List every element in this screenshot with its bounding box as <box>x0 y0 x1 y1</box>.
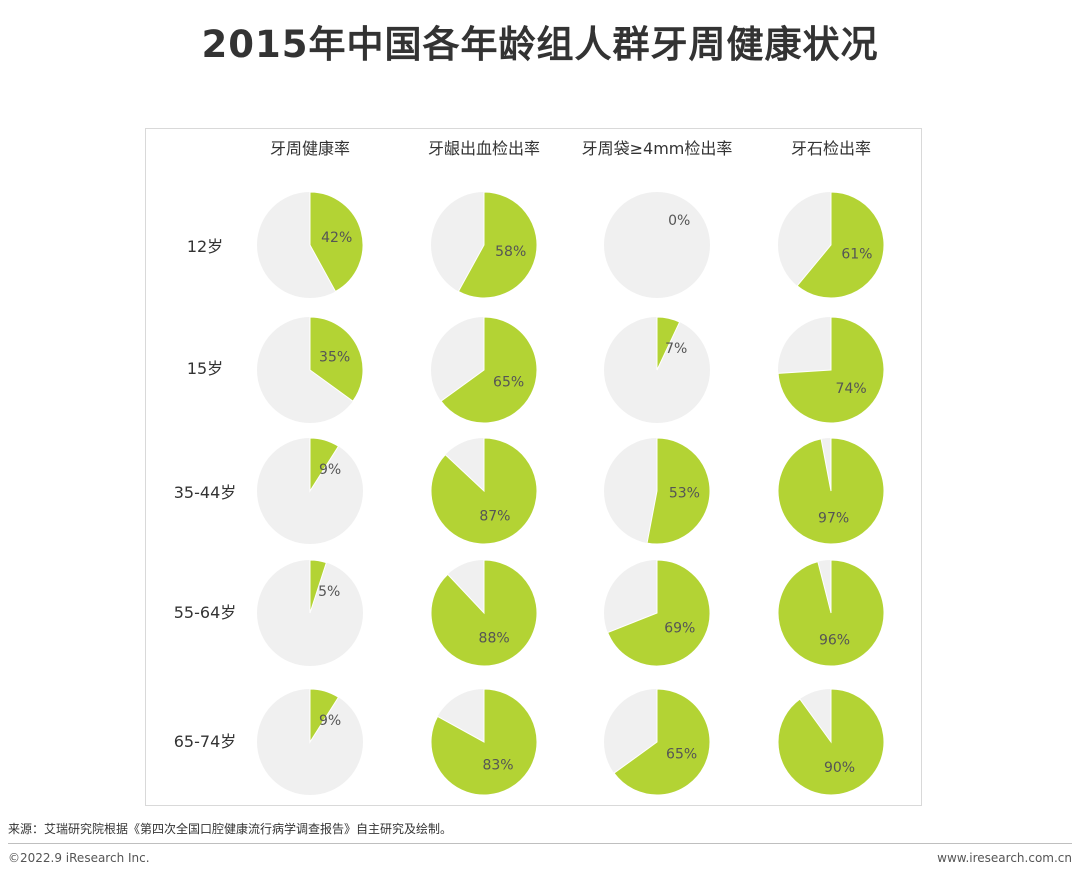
pie-15-pocket-depth-value-label: 7% <box>665 341 687 357</box>
pie-35-44-calculus-value-label: 97% <box>818 510 849 526</box>
pie-65-74-calculus-value-label: 90% <box>824 760 855 776</box>
pie-12-periodontal-health-value-label: 42% <box>321 230 352 246</box>
pie-35-44-periodontal-health-value-slice <box>309 437 340 493</box>
pie-15-gum-bleeding-value-slice <box>440 316 538 424</box>
pie-65-74-gum-bleeding-value-label: 83% <box>482 758 513 774</box>
column-header-calculus-rate: 牙石检出率 <box>790 139 871 158</box>
pie-12-periodontal-health-value-slice <box>309 191 364 293</box>
pie-65-74-calculus-value-slice <box>777 688 885 796</box>
footer-divider <box>8 843 1072 844</box>
pie-55-64-calculus-value-label: 96% <box>819 632 850 648</box>
column-header-pocket-depth-rate: 牙周袋≥4mm检出率 <box>581 139 733 158</box>
pie-55-64-periodontal-health-value-slice <box>309 559 328 614</box>
pie-35-44-gum-bleeding-value-slice <box>430 437 538 545</box>
pie-55-64-periodontal-health-value-label: 5% <box>318 584 340 600</box>
copyright: ©2022.9 iResearch Inc. <box>8 851 150 865</box>
website: www.iresearch.com.cn <box>937 851 1072 865</box>
column-header-periodontal-health-rate: 牙周健康率 <box>269 139 350 158</box>
row-label-55-64: 55-64岁 <box>173 603 237 622</box>
pie-55-64-pocket-depth-value-label: 69% <box>664 621 695 637</box>
pie-55-64-calculus-value-slice <box>777 559 885 667</box>
column-header-gum-bleeding-rate: 牙龈出血检出率 <box>427 139 540 158</box>
pie-65-74-gum-bleeding-value-slice <box>430 688 538 796</box>
pie-55-64-gum-bleeding-value-label: 88% <box>479 631 510 647</box>
pie-15-gum-bleeding-value-label: 65% <box>493 375 524 391</box>
pie-35-44-periodontal-health-value-label: 9% <box>319 462 341 478</box>
pie-12-gum-bleeding-value-label: 58% <box>495 244 526 260</box>
row-label-12: 12岁 <box>186 237 224 256</box>
pie-12-gum-bleeding-value-slice <box>457 191 538 299</box>
row-label-15: 15岁 <box>186 359 224 378</box>
pie-12-pocket-depth-value-label: 0% <box>668 213 690 229</box>
pie-12-calculus-value-label: 61% <box>841 246 872 262</box>
pie-65-74-periodontal-health-value-label: 9% <box>319 713 341 729</box>
row-label-65-74: 65-74岁 <box>173 732 237 751</box>
row-label-35-44: 35-44岁 <box>173 483 237 502</box>
pie-12-calculus-value-slice <box>796 191 885 299</box>
pie-55-64-pocket-depth-value-slice <box>607 559 711 667</box>
source-note: 来源：艾瑞研究院根据《第四次全国口腔健康流行病学调查报告》自主研究及绘制。 <box>8 822 453 836</box>
pie-15-pocket-depth-value-slice <box>656 316 681 371</box>
pie-15-periodontal-health-value-slice <box>309 316 364 402</box>
pie-35-44-gum-bleeding-value-label: 87% <box>479 508 510 524</box>
pie-35-44-calculus-value-slice <box>777 437 885 545</box>
pie-35-44-pocket-depth-value-slice <box>646 437 711 545</box>
pie-55-64-gum-bleeding-value-slice <box>430 559 538 667</box>
pie-35-44-pocket-depth-value-label: 53% <box>669 486 700 502</box>
pie-15-periodontal-health-value-label: 35% <box>319 350 350 366</box>
pie-15-calculus-value-label: 74% <box>836 381 867 397</box>
chart-frame <box>145 128 922 806</box>
chart-title: 2015年中国各年龄组人群牙周健康状况 <box>201 23 879 66</box>
pie-65-74-periodontal-health-value-slice <box>309 688 340 744</box>
pie-65-74-pocket-depth-value-slice <box>613 688 711 796</box>
pie-12-pocket-depth-remainder-slice <box>604 192 710 298</box>
pie-65-74-pocket-depth-value-label: 65% <box>666 747 697 763</box>
pie-15-calculus-value-slice <box>777 316 885 424</box>
